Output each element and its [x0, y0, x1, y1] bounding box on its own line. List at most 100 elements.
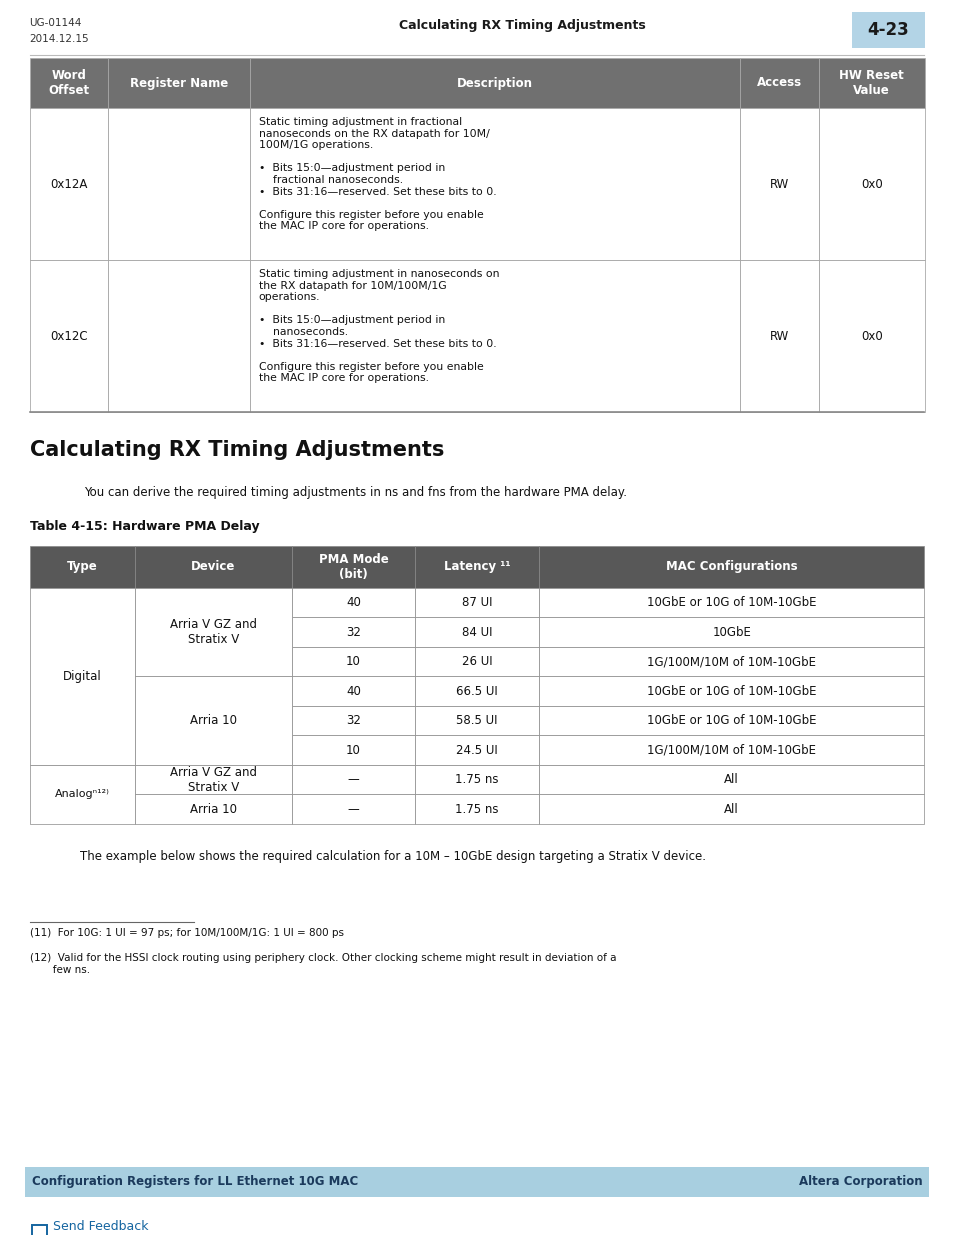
Text: RW: RW — [769, 330, 788, 342]
Text: —: — — [347, 803, 359, 816]
Bar — [818, 107, 923, 261]
Bar — [25, 1167, 928, 1197]
Bar — [292, 588, 415, 618]
Text: Device: Device — [191, 561, 235, 573]
Text: Send Feedback: Send Feedback — [53, 1220, 149, 1233]
Text: UG-01144: UG-01144 — [30, 19, 82, 28]
Text: Digital: Digital — [63, 671, 102, 683]
Bar — [538, 706, 923, 736]
Bar — [292, 706, 415, 736]
Bar — [538, 588, 923, 618]
Bar — [108, 58, 250, 107]
Bar — [250, 261, 740, 412]
Text: 0x0: 0x0 — [860, 178, 882, 190]
Text: 0x12A: 0x12A — [51, 178, 88, 190]
Text: Arria 10: Arria 10 — [190, 803, 236, 816]
Text: 40: 40 — [346, 684, 360, 698]
Bar — [135, 588, 292, 677]
Bar — [415, 647, 538, 677]
Bar — [30, 588, 135, 764]
Text: 2014.12.15: 2014.12.15 — [30, 35, 89, 44]
Text: 32: 32 — [346, 714, 360, 727]
Bar — [538, 736, 923, 764]
Text: 0x12C: 0x12C — [50, 330, 88, 342]
Bar — [415, 677, 538, 706]
Text: 10: 10 — [346, 656, 360, 668]
Text: 10GbE or 10G of 10M-10GbE: 10GbE or 10G of 10M-10GbE — [646, 597, 816, 609]
Bar — [415, 736, 538, 764]
Text: The example below shows the required calculation for a 10M – 10GbE design target: The example below shows the required cal… — [79, 850, 705, 863]
Text: 1G/100M/10M of 10M-10GbE: 1G/100M/10M of 10M-10GbE — [646, 656, 815, 668]
Bar — [292, 647, 415, 677]
Text: Type: Type — [67, 561, 97, 573]
Text: Description: Description — [456, 77, 533, 89]
Text: All: All — [723, 803, 739, 816]
Text: You can derive the required timing adjustments in ns and fns from the hardware P: You can derive the required timing adjus… — [85, 487, 627, 499]
Text: 84 UI: 84 UI — [461, 626, 492, 638]
Bar — [135, 677, 292, 764]
Bar — [538, 618, 923, 647]
Bar — [415, 764, 538, 794]
Text: 1.75 ns: 1.75 ns — [455, 803, 498, 816]
Text: Calculating RX Timing Adjustments: Calculating RX Timing Adjustments — [398, 19, 644, 32]
Text: Configuration Registers for LL Ethernet 10G MAC: Configuration Registers for LL Ethernet … — [31, 1176, 357, 1188]
Bar — [108, 261, 250, 412]
Bar — [818, 58, 923, 107]
Text: Analogⁿ¹²⁾: Analogⁿ¹²⁾ — [55, 789, 110, 799]
Bar — [108, 107, 250, 261]
Bar — [292, 618, 415, 647]
Bar — [415, 794, 538, 824]
Bar — [538, 794, 923, 824]
Bar — [538, 647, 923, 677]
Text: Access: Access — [756, 77, 801, 89]
Text: Register Name: Register Name — [130, 77, 228, 89]
Bar — [30, 58, 108, 107]
Bar — [292, 736, 415, 764]
Text: PMA Mode
(bit): PMA Mode (bit) — [318, 553, 388, 580]
Bar — [135, 794, 292, 824]
Text: Static timing adjustment in nanoseconds on
the RX datapath for 10M/100M/1G
opera: Static timing adjustment in nanoseconds … — [258, 269, 498, 383]
Text: Word
Offset: Word Offset — [49, 69, 90, 98]
Text: Static timing adjustment in fractional
nanoseconds on the RX datapath for 10M/
1: Static timing adjustment in fractional n… — [258, 117, 496, 231]
Text: (11)  For 10G: 1 UI = 97 ps; for 10M/100M/1G: 1 UI = 800 ps: (11) For 10G: 1 UI = 97 ps; for 10M/100M… — [30, 927, 343, 939]
Bar — [538, 764, 923, 794]
Bar — [250, 58, 740, 107]
Bar — [135, 546, 292, 588]
Text: 10GbE or 10G of 10M-10GbE: 10GbE or 10G of 10M-10GbE — [646, 684, 816, 698]
Bar — [250, 107, 740, 261]
Text: Latency ¹¹: Latency ¹¹ — [443, 561, 510, 573]
Bar — [538, 546, 923, 588]
Text: 87 UI: 87 UI — [461, 597, 492, 609]
Bar — [818, 261, 923, 412]
Bar — [292, 764, 415, 794]
Bar — [740, 58, 818, 107]
Text: 24.5 UI: 24.5 UI — [456, 743, 497, 757]
Bar — [292, 546, 415, 588]
Text: RW: RW — [769, 178, 788, 190]
Text: Arria 10: Arria 10 — [190, 714, 236, 727]
Bar — [852, 12, 923, 48]
Bar — [740, 107, 818, 261]
Bar — [415, 706, 538, 736]
Text: All: All — [723, 773, 739, 787]
Text: MAC Configurations: MAC Configurations — [665, 561, 797, 573]
Bar — [292, 677, 415, 706]
Bar — [740, 261, 818, 412]
Text: Table 4-15: Hardware PMA Delay: Table 4-15: Hardware PMA Delay — [30, 520, 259, 534]
Text: 10GbE or 10G of 10M-10GbE: 10GbE or 10G of 10M-10GbE — [646, 714, 816, 727]
Bar — [30, 261, 108, 412]
Bar — [30, 764, 135, 824]
Text: —: — — [347, 773, 359, 787]
Bar — [292, 794, 415, 824]
Text: 10: 10 — [346, 743, 360, 757]
Bar — [415, 618, 538, 647]
Bar — [415, 588, 538, 618]
Text: 58.5 UI: 58.5 UI — [456, 714, 497, 727]
Text: HW Reset
Value: HW Reset Value — [839, 69, 903, 98]
Text: Arria V GZ and
Stratix V: Arria V GZ and Stratix V — [170, 766, 256, 794]
Text: 40: 40 — [346, 597, 360, 609]
Bar — [135, 764, 292, 794]
Bar — [30, 546, 135, 588]
Text: 0x0: 0x0 — [860, 330, 882, 342]
Text: 32: 32 — [346, 626, 360, 638]
